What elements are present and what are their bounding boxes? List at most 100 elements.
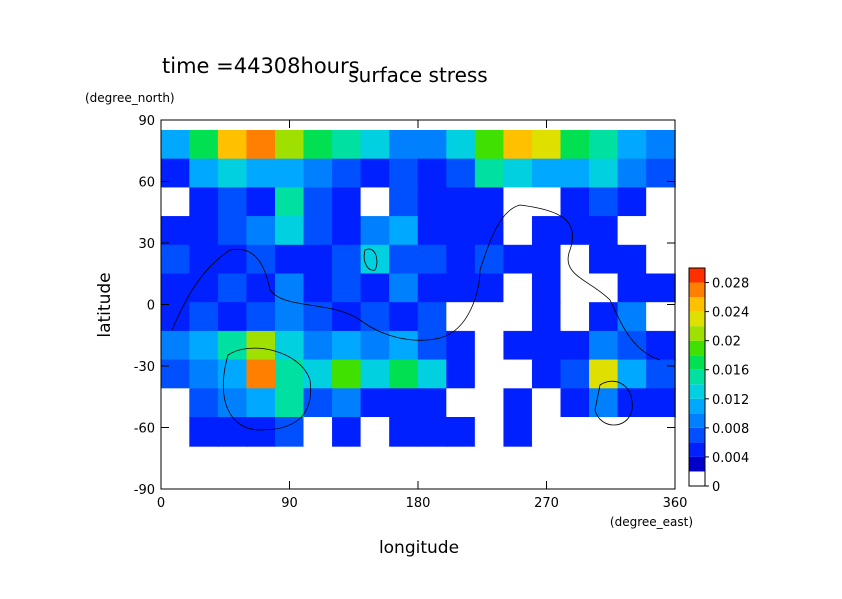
field-cell [474,359,505,390]
field-cell [446,388,476,418]
field-cell [446,359,476,390]
field-cell [646,216,676,246]
field-cell [531,130,562,160]
field-cell [617,302,648,332]
field-cell [246,302,276,332]
colorbar-swatch [689,456,705,472]
field-cell [217,388,248,418]
field-cell [274,130,305,160]
field-cell [389,359,419,390]
field-cell [160,187,191,218]
field-cell [160,302,191,332]
field-cell [360,273,391,304]
field-cell [189,302,219,332]
colorbar-swatch [689,398,705,414]
field-cell [303,388,334,418]
colorbar-swatch [689,442,705,457]
colorbar-swatch [689,355,705,370]
field-cell [446,273,476,304]
colorbar-tick-label: 0.004 [712,451,749,466]
field-cell [617,216,648,246]
field-cell [389,302,419,332]
colorbar-tick-label: 0.028 [712,277,749,292]
field-cell [389,130,419,160]
field-cell [646,187,676,218]
field-cell [246,359,276,390]
y-tick-label: 0 [147,299,155,314]
field-cell [246,130,276,160]
field-cell [160,417,191,447]
field-cell [332,158,362,189]
field-cell [617,330,648,361]
colorbar-swatch [689,340,705,356]
field-cell [274,302,305,332]
field-cell [274,388,305,418]
field-cell [560,359,591,390]
field-cell [246,216,276,246]
field-cell [417,388,448,418]
field-cell [160,273,191,304]
field-cell [217,359,248,390]
y-axis-label: latitude [95,272,115,337]
field-cell [160,244,191,275]
field-cell [360,302,391,332]
colorbar-swatch [689,311,705,327]
colorbar-swatch [689,268,705,283]
field-cell [217,158,248,189]
field-cell [246,187,276,218]
field-cell [646,417,676,447]
field-cell [274,417,305,447]
field-cell [531,302,562,332]
field-cell [531,417,562,447]
field-cell [360,417,391,447]
field-cell [189,273,219,304]
colorbar-swatch [689,326,705,341]
field [160,130,676,447]
field-cell [503,130,533,160]
field-cell [474,302,505,332]
colorbar-tick-label: 0.024 [712,306,749,321]
field-cell [217,216,248,246]
field-cell [589,244,619,275]
field-cell [589,216,619,246]
field-cell [446,417,476,447]
field-cell [303,244,334,275]
field-cell [474,244,505,275]
field-cell [160,359,191,390]
field-cell [303,187,334,218]
field-cell [417,273,448,304]
field-cell [589,187,619,218]
field-cell [360,158,391,189]
field-cell [560,417,591,447]
colorbar-frame [688,267,706,487]
field-cell [246,388,276,418]
field-cell [303,216,334,246]
field-cell [589,388,619,418]
field-cell [474,417,505,447]
field-cell [332,244,362,275]
field-cell [474,187,505,218]
field-cell [217,187,248,218]
colorbar-tick-label: 0.016 [712,364,749,379]
field-cell [274,158,305,189]
x-tick-label: 90 [281,496,298,511]
field-cell [274,244,305,275]
field-cell [446,330,476,361]
field-cell [646,158,676,189]
field-cell [531,244,562,275]
field-cell [531,330,562,361]
field-cell [160,388,191,418]
field-cell [474,388,505,418]
field-cell [417,216,448,246]
field-cell [332,388,362,418]
field-cell [589,130,619,160]
field-cell [332,302,362,332]
colorbar-swatch [689,384,705,399]
field-cell [246,273,276,304]
axes: 0 90 180 270 360 -90 -60 -30 0 30 60 90 [134,114,688,511]
field-cell [189,330,219,361]
x-tick-label: 360 [663,496,688,511]
field-cell [646,302,676,332]
colorbar-tick-label: 0 [712,480,720,495]
field-cell [274,330,305,361]
